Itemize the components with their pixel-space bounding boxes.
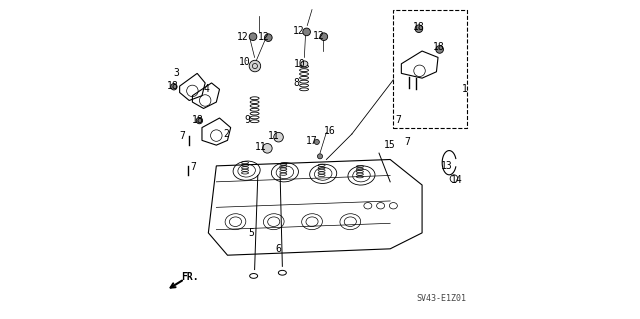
Circle shape [171,84,177,90]
Circle shape [262,144,272,153]
Ellipse shape [278,271,286,275]
Text: 11: 11 [268,130,280,141]
Text: 5: 5 [248,228,254,238]
Text: 13: 13 [440,161,452,171]
Ellipse shape [301,61,308,67]
Text: 12: 12 [258,32,269,42]
Text: 7: 7 [396,115,401,125]
Text: 12: 12 [237,32,249,42]
Text: 18: 18 [433,42,445,52]
Text: 10: 10 [293,59,305,69]
Text: 15: 15 [383,140,396,150]
Text: 18: 18 [412,22,424,32]
Circle shape [317,154,323,159]
Text: 11: 11 [255,142,267,152]
Text: 12: 12 [292,26,304,36]
Text: 9: 9 [244,115,250,125]
Circle shape [249,33,257,41]
Circle shape [303,28,310,36]
Text: 3: 3 [173,68,179,78]
Circle shape [415,25,422,33]
Text: 17: 17 [306,136,317,146]
Text: 1: 1 [462,84,468,94]
Text: 10: 10 [239,57,251,67]
Circle shape [436,46,444,53]
Ellipse shape [250,273,258,278]
Circle shape [320,33,328,41]
Text: SV43-E1Z01: SV43-E1Z01 [417,294,467,303]
Text: 8: 8 [293,78,299,88]
Text: 18: 18 [192,115,204,125]
Text: 2: 2 [223,129,229,139]
Circle shape [264,34,272,41]
Text: 14: 14 [451,175,463,185]
Text: 7: 7 [404,137,411,147]
Circle shape [196,117,203,124]
Text: 6: 6 [276,244,282,254]
Circle shape [274,132,284,142]
Text: 7: 7 [191,162,196,173]
Bar [394,10,467,128]
Text: 4: 4 [204,84,210,94]
Circle shape [314,139,319,145]
Circle shape [249,60,260,72]
Text: 18: 18 [167,81,179,91]
Text: 12: 12 [313,31,324,41]
Text: 16: 16 [324,126,336,137]
Text: 7: 7 [179,130,185,141]
Text: FR.: FR. [181,272,199,282]
